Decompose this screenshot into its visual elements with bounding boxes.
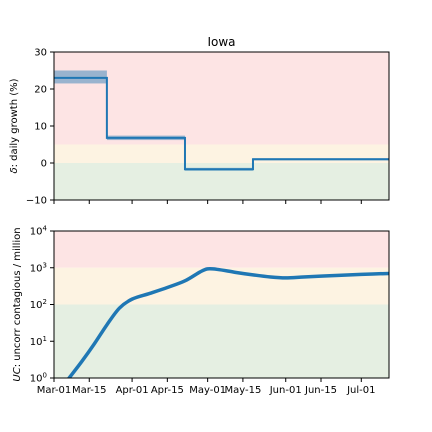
bottom-zone-bands: [54, 231, 389, 378]
bottom-x-tick-label: May-01: [189, 385, 226, 396]
bottom-y-axis-label-var: UC: [12, 367, 23, 381]
bottom-x-tick-label: Jul-01: [346, 385, 375, 396]
bottom-y-tick-label: 103: [30, 261, 47, 274]
top-y-tick-label: 10: [34, 122, 47, 133]
top-y-tick-label: −10: [26, 196, 47, 207]
bottom-series: [67, 266, 389, 378]
bottom-x-tick-label: Jun-15: [304, 385, 337, 396]
top-y-axis-label-text: : daily growth (%): [9, 78, 20, 167]
bottom-x-tick-label: May-15: [224, 385, 261, 396]
bottom-series-line: [67, 266, 389, 378]
bottom-x-tick-label: Apr-01: [116, 385, 149, 396]
top-y-tick-label: 0: [41, 159, 47, 170]
bottom-y-ticks: 100 101 102 103 104: [30, 225, 54, 385]
top-series-line: [54, 76, 389, 171]
top-series: [54, 76, 389, 171]
bottom-x-tick-label: Apr-15: [151, 385, 184, 396]
chart-title: Iowa: [207, 35, 235, 49]
bottom-y-axis-label: UC: uncorr contagious / million: [12, 227, 23, 381]
bottom-y-axis-label-text: : uncorr contagious / million: [12, 227, 23, 367]
top-y-axis-label-var: δ: [9, 167, 20, 173]
bottom-zone-band-1: [54, 267, 389, 305]
top-y-tick-label: 30: [34, 48, 47, 59]
top-y-tick-label: 20: [34, 85, 47, 96]
top-y-ticks: −10 0 10 20 30: [26, 48, 54, 207]
top-zone-band-0: [54, 52, 389, 145]
bottom-y-tick-label: 101: [30, 335, 47, 348]
top-x-ticks: [53, 200, 362, 204]
bottom-y-tick-label: 104: [30, 225, 48, 238]
bottom-panel: 100 101 102 103 104 Mar-01 Mar-15 Apr-01 Apr-15…: [12, 225, 390, 396]
bottom-zone-band-0: [54, 231, 389, 268]
bottom-x-tick-label: Jun-01: [269, 385, 302, 396]
top-panel: −10 0 10 20 30 Iowa δ: daily growth (%): [9, 35, 390, 207]
bottom-zone-band-2: [54, 304, 389, 378]
bottom-y-tick-label: 102: [30, 298, 47, 311]
bottom-x-tick-label: Mar-01: [37, 385, 72, 396]
bottom-x-tick-label: Mar-15: [72, 385, 107, 396]
bottom-y-tick-label: 100: [30, 372, 47, 385]
top-y-axis-label: δ: daily growth (%): [9, 78, 20, 173]
